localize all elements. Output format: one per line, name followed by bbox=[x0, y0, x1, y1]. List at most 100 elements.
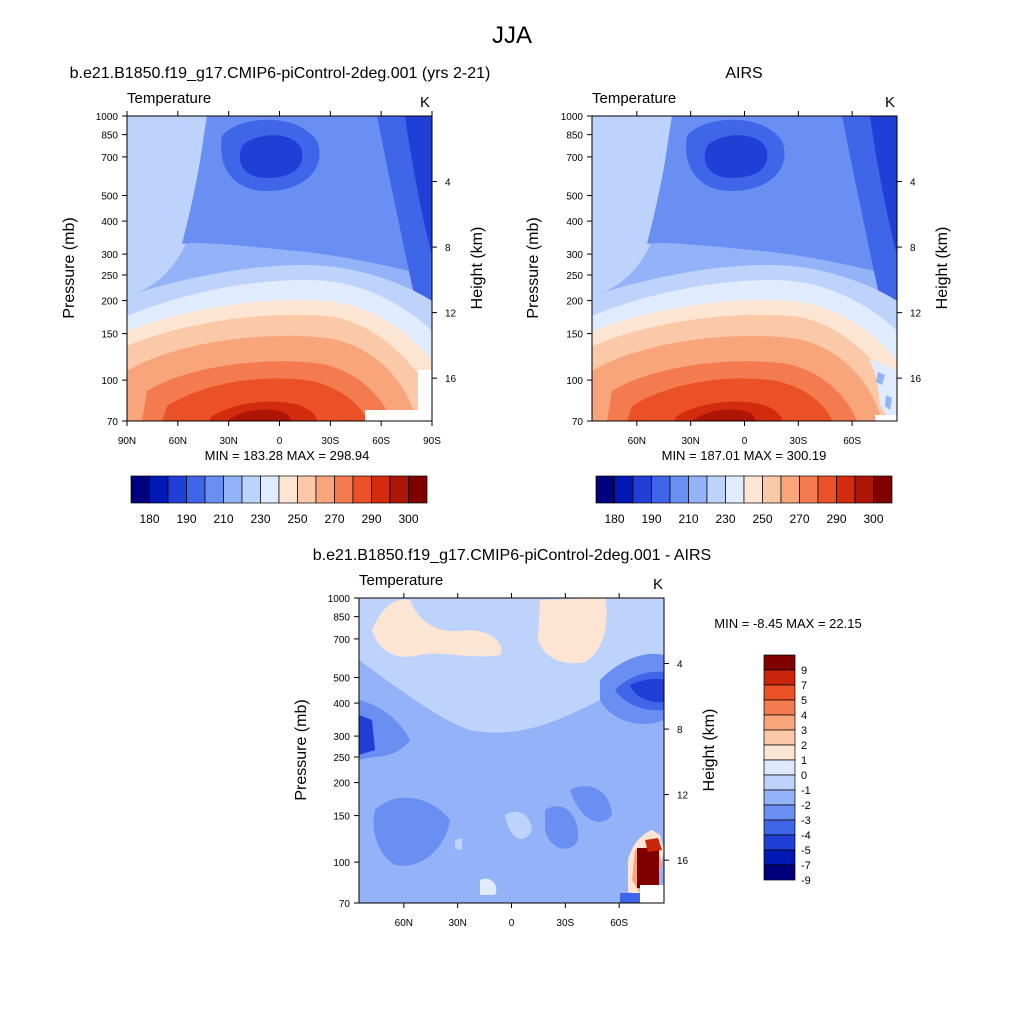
colorbar-label: -4 bbox=[801, 830, 811, 842]
colorbar-swatch bbox=[688, 475, 708, 504]
stats-right: MIN = 187.01 MAX = 300.19 bbox=[662, 448, 827, 463]
colorbar-swatch bbox=[817, 475, 837, 504]
pressure-tick-label: 500 bbox=[566, 191, 583, 202]
colorbar-swatch bbox=[763, 834, 796, 851]
lat-tick-label: 30N bbox=[681, 436, 699, 447]
colorbar-swatch bbox=[763, 669, 796, 686]
colorbar-swatch bbox=[260, 475, 280, 504]
pressure-tick-label: 200 bbox=[101, 297, 118, 308]
panel-diff-title: b.e21.B1850.f19_g17.CMIP6-piControl-2deg… bbox=[313, 547, 711, 564]
colorbar-label: 2 bbox=[801, 740, 807, 752]
colorbar-label: 7 bbox=[801, 680, 807, 692]
colorbar-swatch bbox=[130, 475, 150, 504]
height-tick-label: 12 bbox=[445, 309, 457, 320]
temperature-difference-field bbox=[359, 598, 664, 903]
colorbar-swatch bbox=[743, 475, 763, 504]
lat-tick-label: 30S bbox=[556, 918, 574, 929]
lat-tick-label: 60N bbox=[395, 918, 413, 929]
colorbar-label: 190 bbox=[641, 512, 661, 526]
pressure-tick-label: 1000 bbox=[96, 112, 119, 123]
lat-tick-label: 0 bbox=[277, 436, 283, 447]
colorbar-label: 250 bbox=[287, 512, 307, 526]
colorbar-swatch bbox=[297, 475, 317, 504]
colorbar-swatch bbox=[763, 744, 796, 761]
colorbar-swatch bbox=[763, 714, 796, 731]
panel-right-units: K bbox=[885, 94, 895, 111]
pressure-tick-label: 250 bbox=[101, 271, 118, 282]
colorbar-diff: 9 7 5 4 3 2 1 0 -1 -2 -3 -4 -5 -7 -9 bbox=[763, 654, 811, 887]
panel-left: b.e21.B1850.f19_g17.CMIP6-piControl-2deg… bbox=[61, 65, 490, 526]
pressure-tick-label: 700 bbox=[333, 635, 350, 646]
lat-ticks-diff: 60N 30N 0 30S 60S bbox=[395, 593, 628, 929]
colorbar-swatch bbox=[278, 475, 298, 504]
colorbar-swatch bbox=[763, 804, 796, 821]
colorbar-swatch bbox=[780, 475, 800, 504]
colorbar-swatch bbox=[763, 684, 796, 701]
height-tick-label: 8 bbox=[677, 725, 683, 736]
colorbar-swatch bbox=[763, 729, 796, 746]
lat-tick-label: 60S bbox=[610, 918, 628, 929]
colorbar-swatch bbox=[763, 759, 796, 776]
colorbar-label: 290 bbox=[361, 512, 381, 526]
colorbar-swatch bbox=[763, 864, 796, 881]
pressure-tick-label: 70 bbox=[572, 417, 584, 428]
colorbar-swatch bbox=[352, 475, 372, 504]
lat-tick-label: 60N bbox=[169, 436, 187, 447]
height-tick-label: 12 bbox=[677, 791, 689, 802]
stats-left: MIN = 183.28 MAX = 298.94 bbox=[205, 448, 370, 463]
pressure-tick-label: 200 bbox=[566, 297, 583, 308]
panel-diff: b.e21.B1850.f19_g17.CMIP6-piControl-2deg… bbox=[293, 547, 862, 929]
colorbar-label: -7 bbox=[801, 860, 811, 872]
pressure-tick-label: 150 bbox=[101, 330, 118, 341]
panel-right-title: AIRS bbox=[725, 65, 762, 82]
y2-axis-label-left: Height (km) bbox=[469, 227, 486, 310]
stats-diff: MIN = -8.45 MAX = 22.15 bbox=[714, 616, 861, 631]
panel-diff-units: K bbox=[653, 576, 663, 593]
colorbar-swatch bbox=[854, 475, 874, 504]
colorbar-label: -1 bbox=[801, 785, 811, 797]
colorbar-label: 230 bbox=[250, 512, 270, 526]
colorbar-swatch bbox=[762, 475, 782, 504]
pressure-tick-label: 250 bbox=[566, 271, 583, 282]
pressure-tick-label: 700 bbox=[101, 153, 118, 164]
pressure-tick-label: 200 bbox=[333, 779, 350, 790]
height-ticks-left: 16 12 8 4 bbox=[432, 178, 457, 385]
colorbar-label: 3 bbox=[801, 725, 807, 737]
colorbar-label: 0 bbox=[801, 770, 807, 782]
lat-tick-label: 30S bbox=[321, 436, 339, 447]
pressure-tick-label: 700 bbox=[566, 153, 583, 164]
colorbar-swatch bbox=[763, 849, 796, 866]
temperature-field-left bbox=[127, 116, 432, 421]
lat-tick-label: 0 bbox=[509, 918, 515, 929]
pressure-tick-label: 100 bbox=[566, 376, 583, 387]
colorbar-right: 180 190 210 230 250 270 290 300 bbox=[595, 475, 893, 526]
colorbar-swatch bbox=[149, 475, 169, 504]
colorbar-swatch bbox=[223, 475, 243, 504]
height-tick-label: 4 bbox=[445, 178, 451, 189]
colorbar-swatch bbox=[389, 475, 409, 504]
colorbar-label: 270 bbox=[789, 512, 809, 526]
colorbar-swatch bbox=[651, 475, 671, 504]
pressure-tick-label: 850 bbox=[101, 131, 118, 142]
lat-tick-label: 30S bbox=[789, 436, 807, 447]
lat-tick-label: 30N bbox=[219, 436, 237, 447]
colorbar-swatch bbox=[669, 475, 689, 504]
colorbar-left: 180 190 210 230 250 270 290 300 bbox=[130, 475, 428, 526]
lat-tick-label: 60S bbox=[372, 436, 390, 447]
panel-diff-subtitle: Temperature bbox=[359, 572, 443, 589]
height-tick-label: 12 bbox=[910, 309, 922, 320]
colorbar-label: -3 bbox=[801, 815, 811, 827]
height-tick-label: 4 bbox=[910, 178, 916, 189]
y2-axis-label-right: Height (km) bbox=[934, 227, 951, 310]
colorbar-label: 210 bbox=[213, 512, 233, 526]
panel-left-units: K bbox=[420, 94, 430, 111]
colorbar-swatch bbox=[763, 654, 796, 671]
colorbar-label: -5 bbox=[801, 845, 811, 857]
main-title: JJA bbox=[492, 22, 532, 49]
colorbar-swatch bbox=[334, 475, 354, 504]
colorbar-swatch bbox=[632, 475, 652, 504]
pressure-tick-label: 500 bbox=[101, 191, 118, 202]
colorbar-label: 9 bbox=[801, 665, 807, 677]
pressure-ticks-right: 70 100 150 200 250 300 400 500 700 850 1000 bbox=[561, 112, 592, 428]
